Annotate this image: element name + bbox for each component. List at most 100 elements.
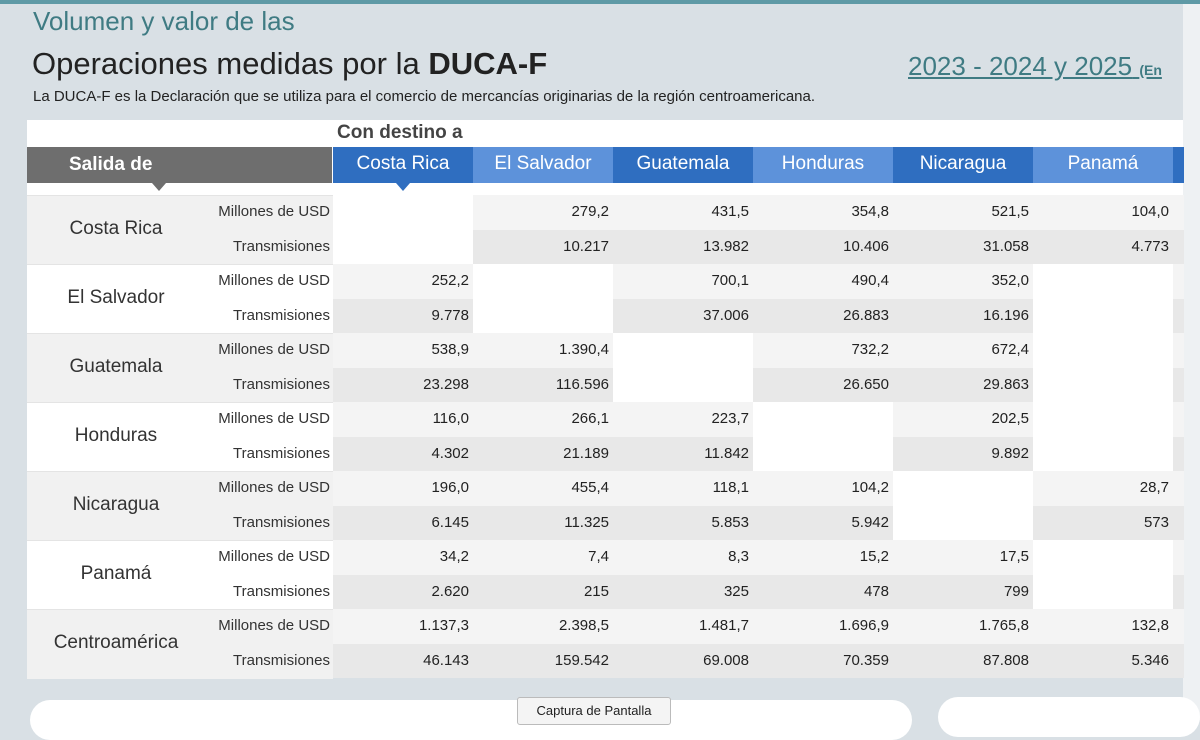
value-cell: 732,2 (753, 333, 893, 368)
value-cell: 490,4 (753, 264, 893, 299)
group-background (27, 609, 333, 679)
value-cell: 478 (753, 574, 893, 609)
empty-cell (613, 333, 753, 368)
origin-country: Centroamérica (53, 631, 179, 653)
value-cell: 116.596 (473, 367, 613, 402)
origin-country: Guatemala (69, 355, 163, 377)
origin-country: Nicaragua (72, 493, 160, 515)
value-cell: 354,8 (753, 195, 893, 230)
empty-cell (1033, 436, 1173, 471)
value-cell: 10.217 (473, 229, 613, 264)
destination-caption: Con destino a (337, 122, 463, 143)
column-header: Panamá (1033, 147, 1173, 183)
value-cell: 37.006 (613, 298, 753, 333)
cell-partial (1173, 574, 1184, 609)
metric-label: Transmisiones (233, 651, 330, 669)
value-cell: 26.650 (753, 367, 893, 402)
value-cell: 1.481,7 (613, 609, 753, 644)
cell-partial (1173, 505, 1184, 540)
value-cell: 352,0 (893, 264, 1033, 299)
empty-cell (1033, 333, 1173, 368)
empty-cell (473, 298, 613, 333)
group-background (27, 540, 333, 610)
value-cell: 7,4 (473, 540, 613, 575)
metric-label: Millones de USD (218, 410, 330, 427)
screenshot-button[interactable]: Captura de Pantalla (517, 697, 671, 725)
metric-label: Transmisiones (233, 237, 330, 255)
table: Con destino a Salida de Costa Rica El Salva… (27, 122, 1184, 679)
value-cell: 46.143 (333, 643, 473, 678)
value-cell: 132,8 (1033, 609, 1173, 644)
column-header: Nicaragua (893, 147, 1033, 183)
group-background (27, 333, 333, 403)
description: La DUCA-F es la Declaración que se utili… (33, 88, 816, 105)
value-cell: 16.196 (893, 298, 1033, 333)
value-cell: 2.398,5 (473, 609, 613, 644)
value-cell: 104,0 (1033, 195, 1173, 230)
value-cell: 9.892 (893, 436, 1033, 471)
group-background (27, 264, 333, 334)
value-cell: 538,9 (333, 333, 473, 368)
value-cell: 521,5 (893, 195, 1033, 230)
column-header: Guatemala (613, 147, 753, 183)
value-cell: 1.390,4 (473, 333, 613, 368)
empty-cell (1033, 298, 1173, 333)
title-bold: DUCA-F (428, 46, 548, 81)
value-cell: 118,1 (613, 471, 753, 506)
bottom-card (30, 700, 912, 740)
value-cell: 1.696,9 (753, 609, 893, 644)
metric-label: Millones de USD (218, 272, 330, 289)
origin-country: Panamá (80, 562, 152, 584)
cell-partial (1173, 643, 1184, 678)
origin-country: El Salvador (67, 286, 165, 308)
value-cell: 4.302 (333, 436, 473, 471)
value-cell: 799 (893, 574, 1033, 609)
value-cell: 159.542 (473, 643, 613, 678)
value-cell: 431,5 (613, 195, 753, 230)
period[interactable]: 2023 - 2024 y 2025 (En (908, 51, 1162, 82)
metric-label: Transmisiones (233, 306, 330, 324)
value-cell: 28,7 (1033, 471, 1173, 506)
value-cell: 1.137,3 (333, 609, 473, 644)
metric-label: Millones de USD (218, 548, 330, 565)
value-cell: 8,3 (613, 540, 753, 575)
value-cell: 196,0 (333, 471, 473, 506)
group-background (27, 402, 333, 472)
metric-label: Millones de USD (218, 341, 330, 358)
period-note: (En (1139, 62, 1162, 78)
pointer (152, 183, 166, 191)
metric-label: Millones de USD (218, 617, 330, 634)
empty-cell (893, 505, 1033, 540)
value-cell: 17,5 (893, 540, 1033, 575)
cell-partial (1173, 471, 1184, 506)
top-bar (0, 0, 1200, 4)
cell-partial (1173, 609, 1184, 644)
empty-cell (333, 229, 473, 264)
cell-partial (1173, 540, 1184, 575)
cell-partial (1173, 436, 1184, 471)
value-cell: 2.620 (333, 574, 473, 609)
value-cell: 11.842 (613, 436, 753, 471)
empty-cell (1033, 402, 1173, 437)
value-cell: 29.863 (893, 367, 1033, 402)
pointer (396, 183, 410, 191)
metric-label: Transmisiones (233, 444, 330, 462)
cell-partial (1173, 195, 1184, 230)
value-cell: 11.325 (473, 505, 613, 540)
value-cell: 5.942 (753, 505, 893, 540)
empty-cell (753, 436, 893, 471)
empty-cell (1033, 540, 1173, 575)
column-header: Honduras (753, 147, 893, 183)
value-cell: 215 (473, 574, 613, 609)
value-cell: 266,1 (473, 402, 613, 437)
column-header: Costa Rica (333, 147, 473, 183)
empty-cell (1033, 367, 1173, 402)
value-cell: 34,2 (333, 540, 473, 575)
scroll-edge (1183, 4, 1200, 720)
value-cell: 223,7 (613, 402, 753, 437)
empty-cell (1033, 574, 1173, 609)
value-cell: 700,1 (613, 264, 753, 299)
value-cell: 87.808 (893, 643, 1033, 678)
empty-cell (1033, 264, 1173, 299)
value-cell: 9.778 (333, 298, 473, 333)
